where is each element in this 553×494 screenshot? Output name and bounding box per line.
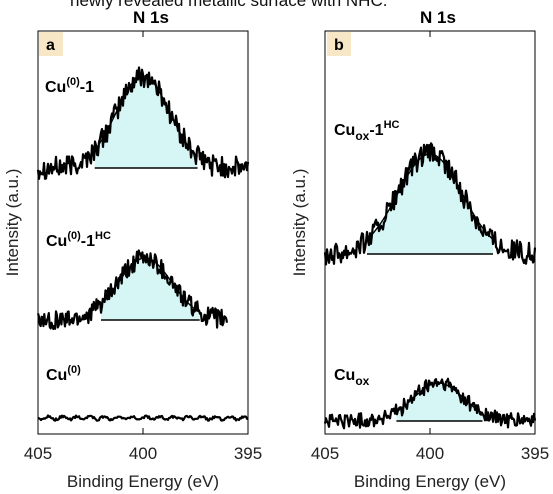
panel-label: b xyxy=(334,37,344,54)
series-label: Cuox xyxy=(334,367,370,388)
series-label: Cu(0) xyxy=(46,364,81,384)
x-tick-label: 400 xyxy=(129,444,157,463)
x-tick-label: 400 xyxy=(416,444,444,463)
panel-label-box xyxy=(39,32,63,56)
x-tick-label: 405 xyxy=(24,444,52,463)
panel-a: a N 1s 405 400 395 Binding Energy (eV) Intensi… xyxy=(3,8,262,491)
series-1: Cuox-1HC xyxy=(323,119,537,266)
y-axis-label: Intensity (a.u.) xyxy=(290,169,309,277)
fit-fill xyxy=(94,76,198,168)
series-2: Cuox xyxy=(323,367,537,430)
series-1: Cu(0)-1 xyxy=(36,66,250,180)
series-3: Cu(0) xyxy=(37,364,249,422)
panel-label: a xyxy=(46,37,55,54)
series-2: Cu(0)-1HC xyxy=(36,230,229,330)
spectrum-line xyxy=(37,414,249,422)
panel-b: b N 1s 405 400 395 Binding Energy (eV) Intensi… xyxy=(290,8,549,491)
x-axis-label: Binding Energy (eV) xyxy=(354,472,506,491)
panel-label-box xyxy=(327,32,351,56)
spectrum-line xyxy=(36,249,229,330)
y-axis-label: Intensity (a.u.) xyxy=(3,169,22,277)
x-tick-label: 395 xyxy=(521,444,549,463)
x-tick-label: 405 xyxy=(311,444,339,463)
panel-title: N 1s xyxy=(133,8,169,27)
series-label: Cuox-1HC xyxy=(334,119,400,143)
spectrum-line xyxy=(36,66,250,180)
caption-fragment: newly revealed metallic surface with NHC… xyxy=(70,0,388,10)
panel-title: N 1s xyxy=(420,8,456,27)
x-axis-label: Binding Energy (eV) xyxy=(67,472,219,491)
spectrum-line xyxy=(323,377,537,430)
fit-fill xyxy=(396,383,483,421)
series-label: Cu(0)-1HC xyxy=(46,230,111,250)
x-tick-label: 395 xyxy=(234,444,262,463)
spectrum-line xyxy=(323,142,537,266)
series-label: Cu(0)-1 xyxy=(45,76,94,96)
fit-fill xyxy=(367,154,493,254)
